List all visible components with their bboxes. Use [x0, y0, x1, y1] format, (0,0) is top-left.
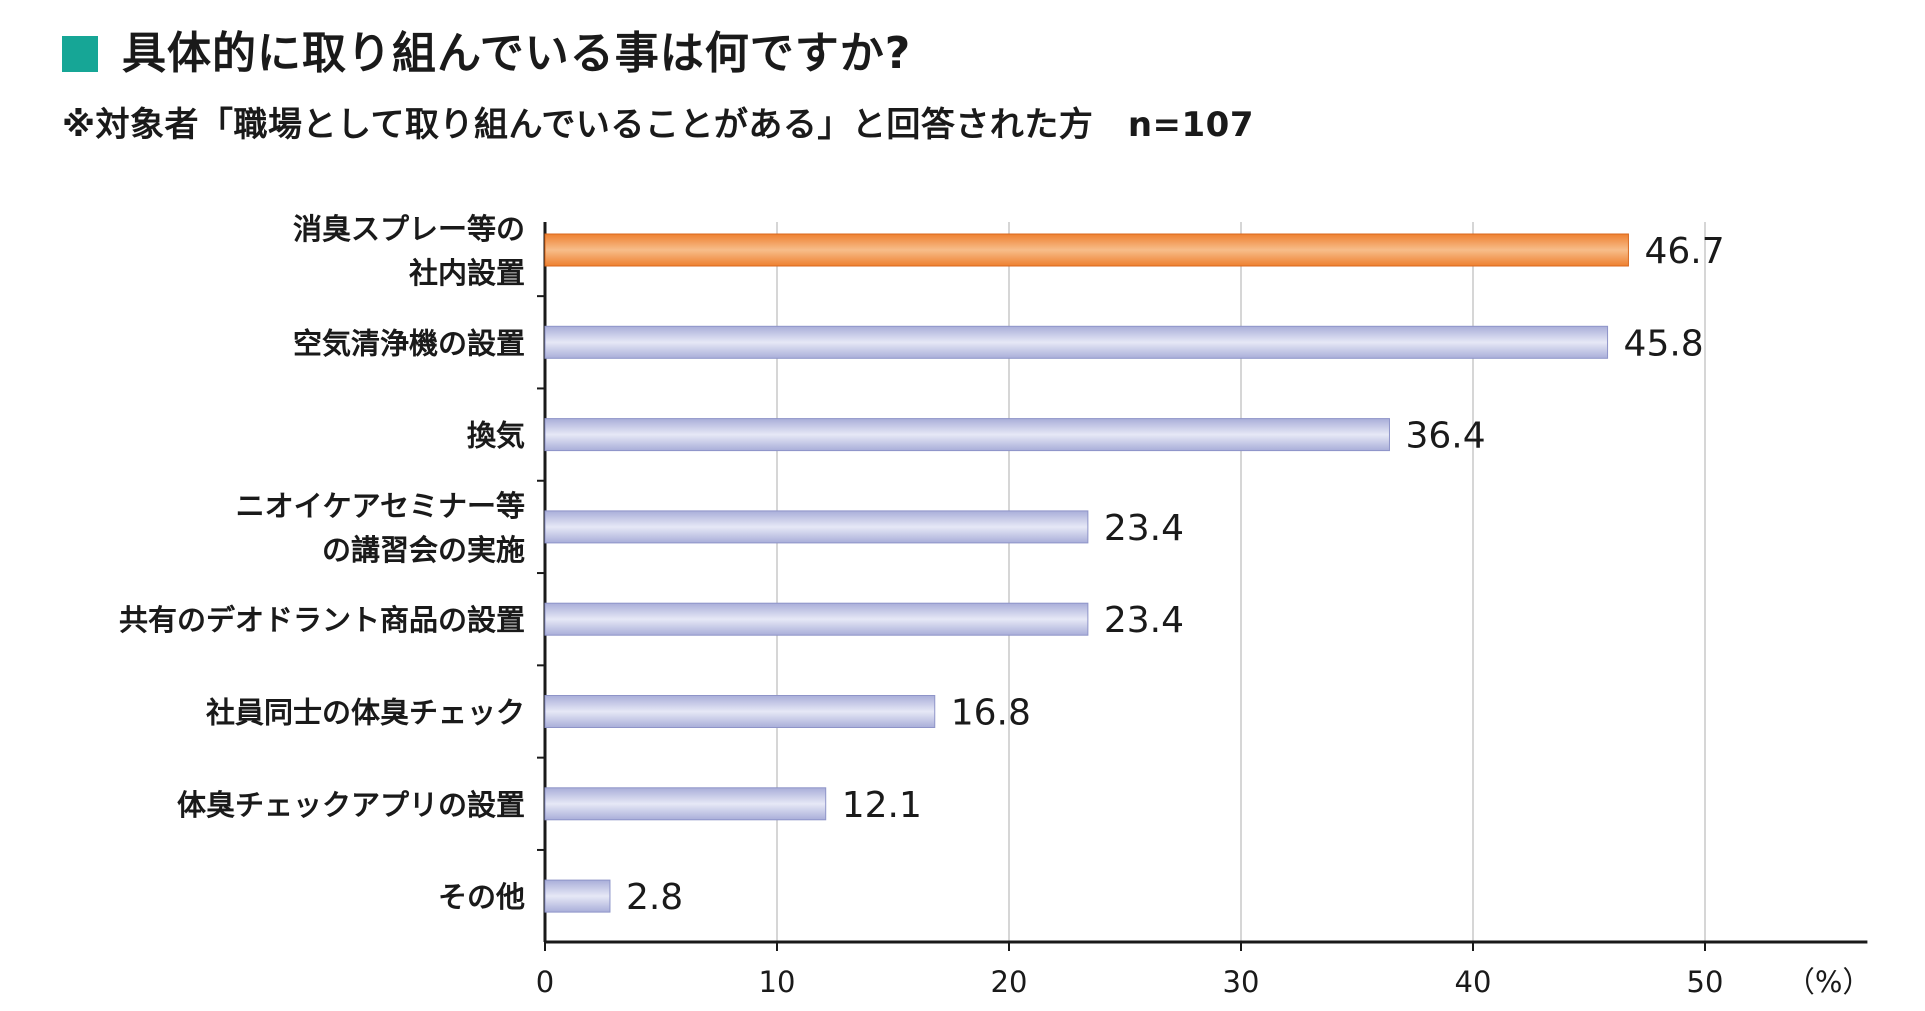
value-label-3: 23.4 — [1104, 508, 1184, 549]
bar-5 — [544, 695, 936, 728]
chart-title-row: 具体的に取り組んでいる事は何ですか? — [62, 32, 911, 76]
category-label-2: 換気 — [467, 419, 525, 453]
category-label-1: 空気清浄機の設置 — [293, 326, 525, 360]
category-label-4: 共有のデオドラント商品の設置 — [119, 603, 525, 637]
value-label-4: 23.4 — [1104, 600, 1184, 641]
bar-2 — [544, 418, 1390, 452]
category-label-6: 体臭チェックアプリの設置 — [177, 788, 525, 822]
x-tick-label-40: 40 — [1455, 965, 1492, 999]
bar-6 — [544, 787, 827, 821]
value-label-0: 46.7 — [1644, 231, 1724, 272]
value-label-1: 45.8 — [1624, 323, 1704, 364]
chart-title: 具体的に取り組んでいる事は何ですか? — [122, 28, 912, 79]
chart-subtitle: ※対象者「職場として取り組んでいることがある」と回答された方 n=107 — [62, 105, 1254, 145]
x-tick-label-0: 0 — [536, 965, 554, 999]
value-label-2: 36.4 — [1405, 416, 1485, 457]
category-label-3-line-0: ニオイケアセミナー等 — [236, 489, 525, 523]
bar-7 — [544, 879, 611, 913]
x-tick-label-10: 10 — [759, 965, 796, 999]
x-tick-label-50: 50 — [1687, 965, 1724, 999]
x-tick-label-30: 30 — [1223, 965, 1260, 999]
category-label-0-line-1: 社内設置 — [409, 256, 525, 290]
category-label-5: 社員同士の体臭チェック — [206, 696, 525, 730]
category-label-3-line-1: の講習会の実施 — [322, 533, 525, 567]
bar-0 — [544, 233, 1629, 267]
value-label-6: 12.1 — [842, 785, 922, 826]
category-label-7: その他 — [438, 880, 525, 914]
value-label-7: 2.8 — [626, 877, 683, 918]
bar-3 — [544, 510, 1089, 544]
bar-4 — [544, 602, 1089, 636]
category-label-0-line-0: 消臭スプレー等の — [293, 212, 525, 246]
x-axis-unit-label: （%） — [1786, 965, 1872, 999]
title-marker-square — [62, 36, 98, 72]
value-label-5: 16.8 — [951, 693, 1031, 734]
x-tick-label-20: 20 — [991, 965, 1028, 999]
bar-1 — [544, 325, 1609, 359]
